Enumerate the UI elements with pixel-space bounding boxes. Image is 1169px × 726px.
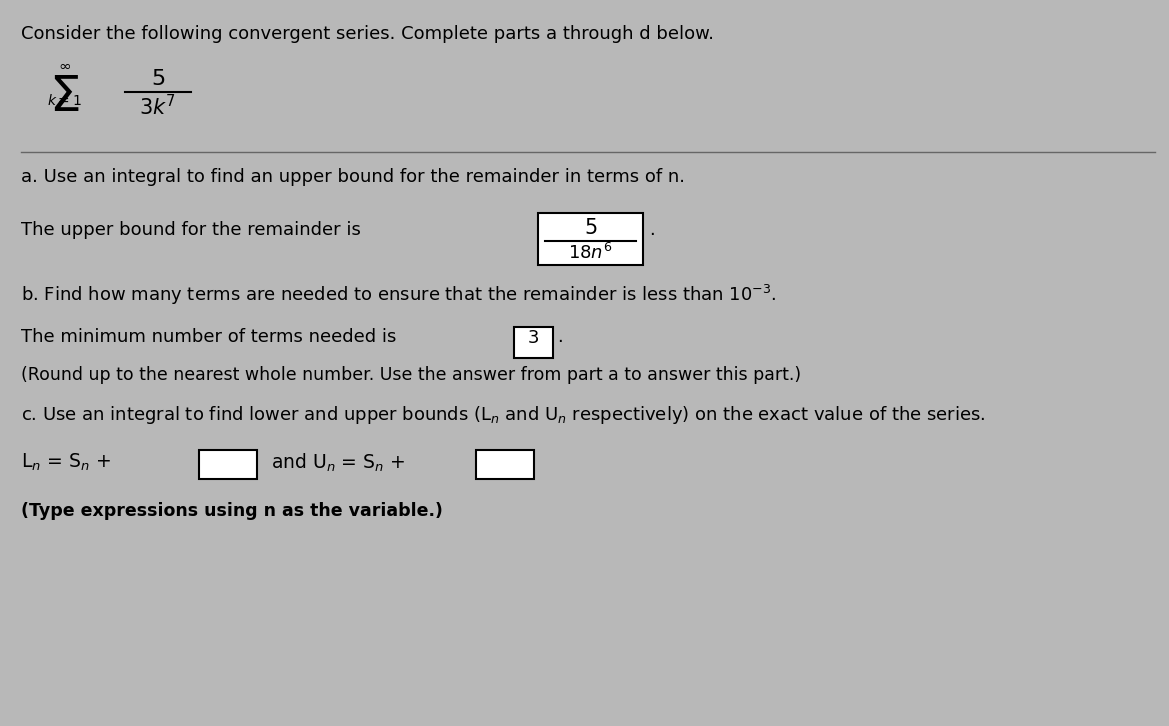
Text: (Type expressions using n as the variable.): (Type expressions using n as the variabl… <box>21 502 443 521</box>
Text: $k=1$: $k=1$ <box>47 93 82 108</box>
Text: $\infty$: $\infty$ <box>57 58 71 73</box>
Text: b. Find how many terms are needed to ensure that the remainder is less than $10^: b. Find how many terms are needed to ens… <box>21 283 776 307</box>
Text: $5$: $5$ <box>583 218 597 238</box>
Text: $18n^6$: $18n^6$ <box>568 243 613 264</box>
Text: The upper bound for the remainder is: The upper bound for the remainder is <box>21 221 361 240</box>
FancyBboxPatch shape <box>538 213 643 265</box>
Text: Consider the following convergent series. Complete parts a through d below.: Consider the following convergent series… <box>21 25 714 44</box>
Text: The minimum number of terms needed is: The minimum number of terms needed is <box>21 328 396 346</box>
Text: and U$_n$ = S$_n$ +: and U$_n$ = S$_n$ + <box>271 452 406 474</box>
Text: $3k^7$: $3k^7$ <box>139 94 177 120</box>
Text: .: . <box>558 328 563 346</box>
Text: c. Use an integral to find lower and upper bounds (L$_n$ and U$_n$ respectively): c. Use an integral to find lower and upp… <box>21 404 985 426</box>
Text: $5$: $5$ <box>151 69 165 89</box>
Text: a. Use an integral to find an upper bound for the remainder in terms of n.: a. Use an integral to find an upper boun… <box>21 168 685 187</box>
Text: $\Sigma$: $\Sigma$ <box>49 73 79 121</box>
FancyBboxPatch shape <box>476 450 534 479</box>
Text: 3: 3 <box>528 329 539 347</box>
FancyBboxPatch shape <box>199 450 257 479</box>
FancyBboxPatch shape <box>514 327 553 358</box>
Text: (Round up to the nearest whole number. Use the answer from part a to answer this: (Round up to the nearest whole number. U… <box>21 366 801 384</box>
Text: L$_n$ = S$_n$ +: L$_n$ = S$_n$ + <box>21 452 111 473</box>
Text: .: . <box>649 221 655 240</box>
